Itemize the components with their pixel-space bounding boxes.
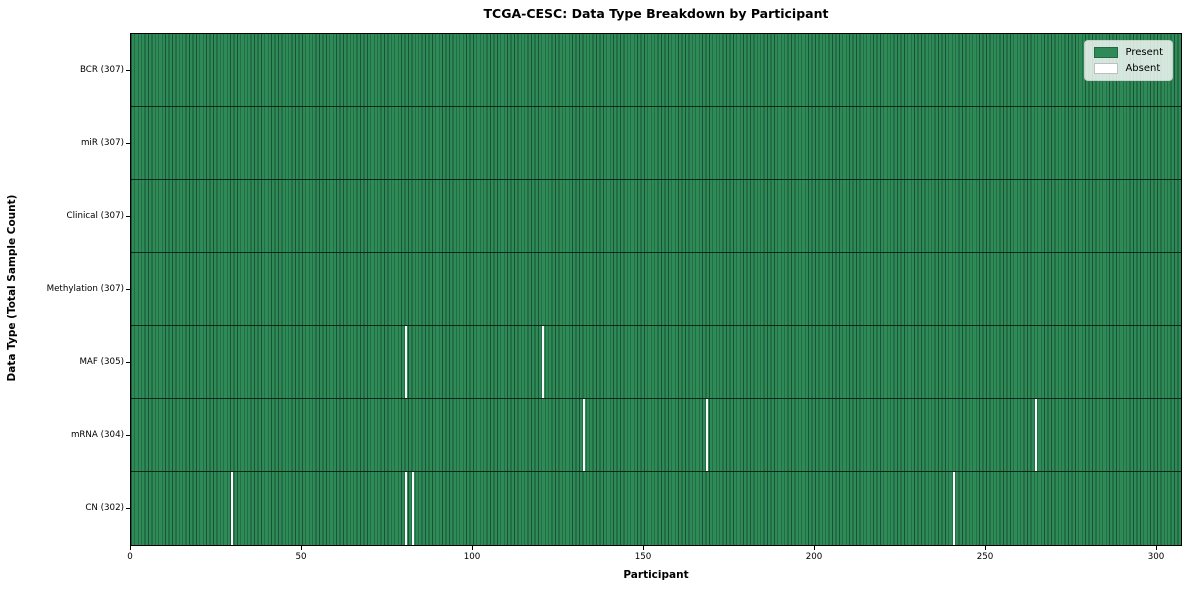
x-tick-label: 200	[805, 552, 823, 562]
x-tick-label: 100	[463, 552, 481, 562]
x-axis-label: Participant	[623, 569, 689, 581]
y-tick-mark	[126, 507, 130, 509]
x-tick-mark	[301, 546, 302, 550]
x-tick-label: 0	[127, 552, 133, 562]
absent-stripe	[405, 472, 408, 545]
absent-stripe	[405, 326, 408, 398]
x-tick-label: 250	[976, 552, 994, 562]
legend-label-present: Present	[1125, 47, 1163, 58]
y-tick-label-maf: MAF (305)	[79, 356, 124, 367]
absent-stripe	[412, 472, 415, 545]
legend-item-present: Present	[1094, 47, 1163, 58]
x-tick-mark	[985, 546, 987, 550]
y-tick-mark	[126, 288, 130, 290]
absent-stripe	[1034, 399, 1037, 471]
heatmap-row-bcr	[131, 34, 1181, 107]
y-tick-mark	[126, 69, 130, 71]
y-tick-label-methylation: Methylation (307)	[46, 283, 124, 294]
present-swatch-icon	[1094, 47, 1119, 58]
legend-label-absent: Absent	[1125, 63, 1161, 74]
y-tick-label-mir: miR (307)	[80, 137, 124, 148]
y-tick-label-mrna: mRNA (304)	[70, 429, 124, 440]
heatmap-row-mrna	[131, 399, 1181, 472]
x-tick-mark	[1156, 546, 1158, 550]
y-tick-label-bcr: BCR (307)	[79, 64, 124, 75]
x-tick-mark	[130, 546, 131, 550]
absent-stripe	[583, 399, 586, 471]
heatmap-row-maf	[131, 326, 1181, 399]
x-tick-label: 300	[1147, 552, 1165, 562]
x-tick-label: 50	[295, 552, 307, 562]
chart-title: TCGA-CESC: Data Type Breakdown by Partic…	[483, 6, 829, 21]
x-tick-mark	[814, 546, 816, 550]
heatmap-row-clinical	[131, 180, 1181, 253]
x-tick-mark	[643, 546, 645, 550]
heatmap-row-methylation	[131, 253, 1181, 326]
y-tick-mark	[126, 434, 130, 436]
absent-stripe	[706, 399, 709, 471]
absent-stripe	[952, 472, 955, 545]
y-tick-mark	[126, 142, 130, 144]
absent-stripe	[542, 326, 545, 398]
absent-stripe	[230, 472, 233, 545]
y-tick-label-clinical: Clinical (307)	[66, 210, 124, 221]
legend: Present Absent	[1084, 40, 1173, 81]
heatmap-row-mir	[131, 107, 1181, 180]
absent-swatch-icon	[1094, 63, 1119, 74]
legend-item-absent: Absent	[1094, 63, 1163, 74]
heatmap-row-cn	[131, 472, 1181, 545]
y-tick-mark	[126, 361, 130, 363]
x-tick-label: 150	[634, 552, 652, 562]
y-tick-label-cn: CN (302)	[85, 502, 124, 513]
x-tick-mark	[472, 546, 474, 550]
y-tick-mark	[126, 215, 130, 217]
heatmap-plot	[130, 33, 1182, 546]
